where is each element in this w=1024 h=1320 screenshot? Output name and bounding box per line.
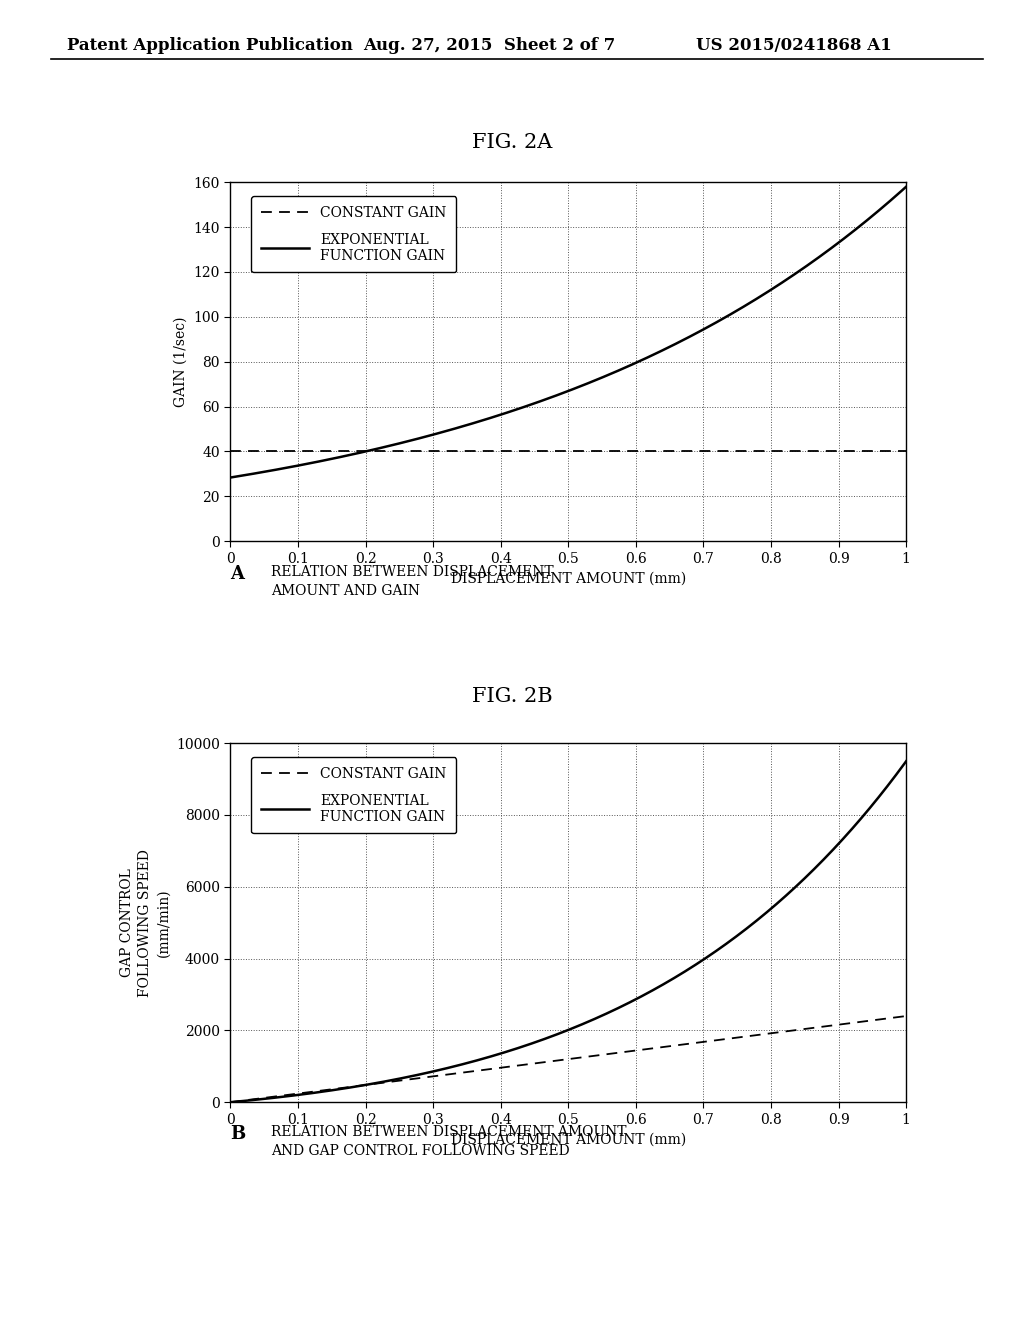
Legend: CONSTANT GAIN, EXPONENTIAL
FUNCTION GAIN: CONSTANT GAIN, EXPONENTIAL FUNCTION GAIN xyxy=(251,197,457,272)
X-axis label: DISPLACEMENT AMOUNT (mm): DISPLACEMENT AMOUNT (mm) xyxy=(451,572,686,585)
Y-axis label: GAP CONTROL
FOLLOWING SPEED
(mm/min): GAP CONTROL FOLLOWING SPEED (mm/min) xyxy=(120,849,171,997)
Text: RELATION BETWEEN DISPLACEMENT AMOUNT
AND GAP CONTROL FOLLOWING SPEED: RELATION BETWEEN DISPLACEMENT AMOUNT AND… xyxy=(271,1125,627,1158)
Legend: CONSTANT GAIN, EXPONENTIAL
FUNCTION GAIN: CONSTANT GAIN, EXPONENTIAL FUNCTION GAIN xyxy=(251,758,457,833)
Y-axis label: GAIN (1/sec): GAIN (1/sec) xyxy=(174,317,188,407)
Text: A: A xyxy=(230,565,245,583)
Text: B: B xyxy=(230,1125,246,1143)
Text: Patent Application Publication: Patent Application Publication xyxy=(67,37,352,54)
Text: RELATION BETWEEN DISPLACEMENT
AMOUNT AND GAIN: RELATION BETWEEN DISPLACEMENT AMOUNT AND… xyxy=(271,565,554,598)
X-axis label: DISPLACEMENT AMOUNT (mm): DISPLACEMENT AMOUNT (mm) xyxy=(451,1133,686,1146)
Text: Aug. 27, 2015  Sheet 2 of 7: Aug. 27, 2015 Sheet 2 of 7 xyxy=(364,37,615,54)
Text: FIG. 2B: FIG. 2B xyxy=(472,688,552,706)
Text: US 2015/0241868 A1: US 2015/0241868 A1 xyxy=(696,37,892,54)
Text: FIG. 2A: FIG. 2A xyxy=(472,133,552,152)
